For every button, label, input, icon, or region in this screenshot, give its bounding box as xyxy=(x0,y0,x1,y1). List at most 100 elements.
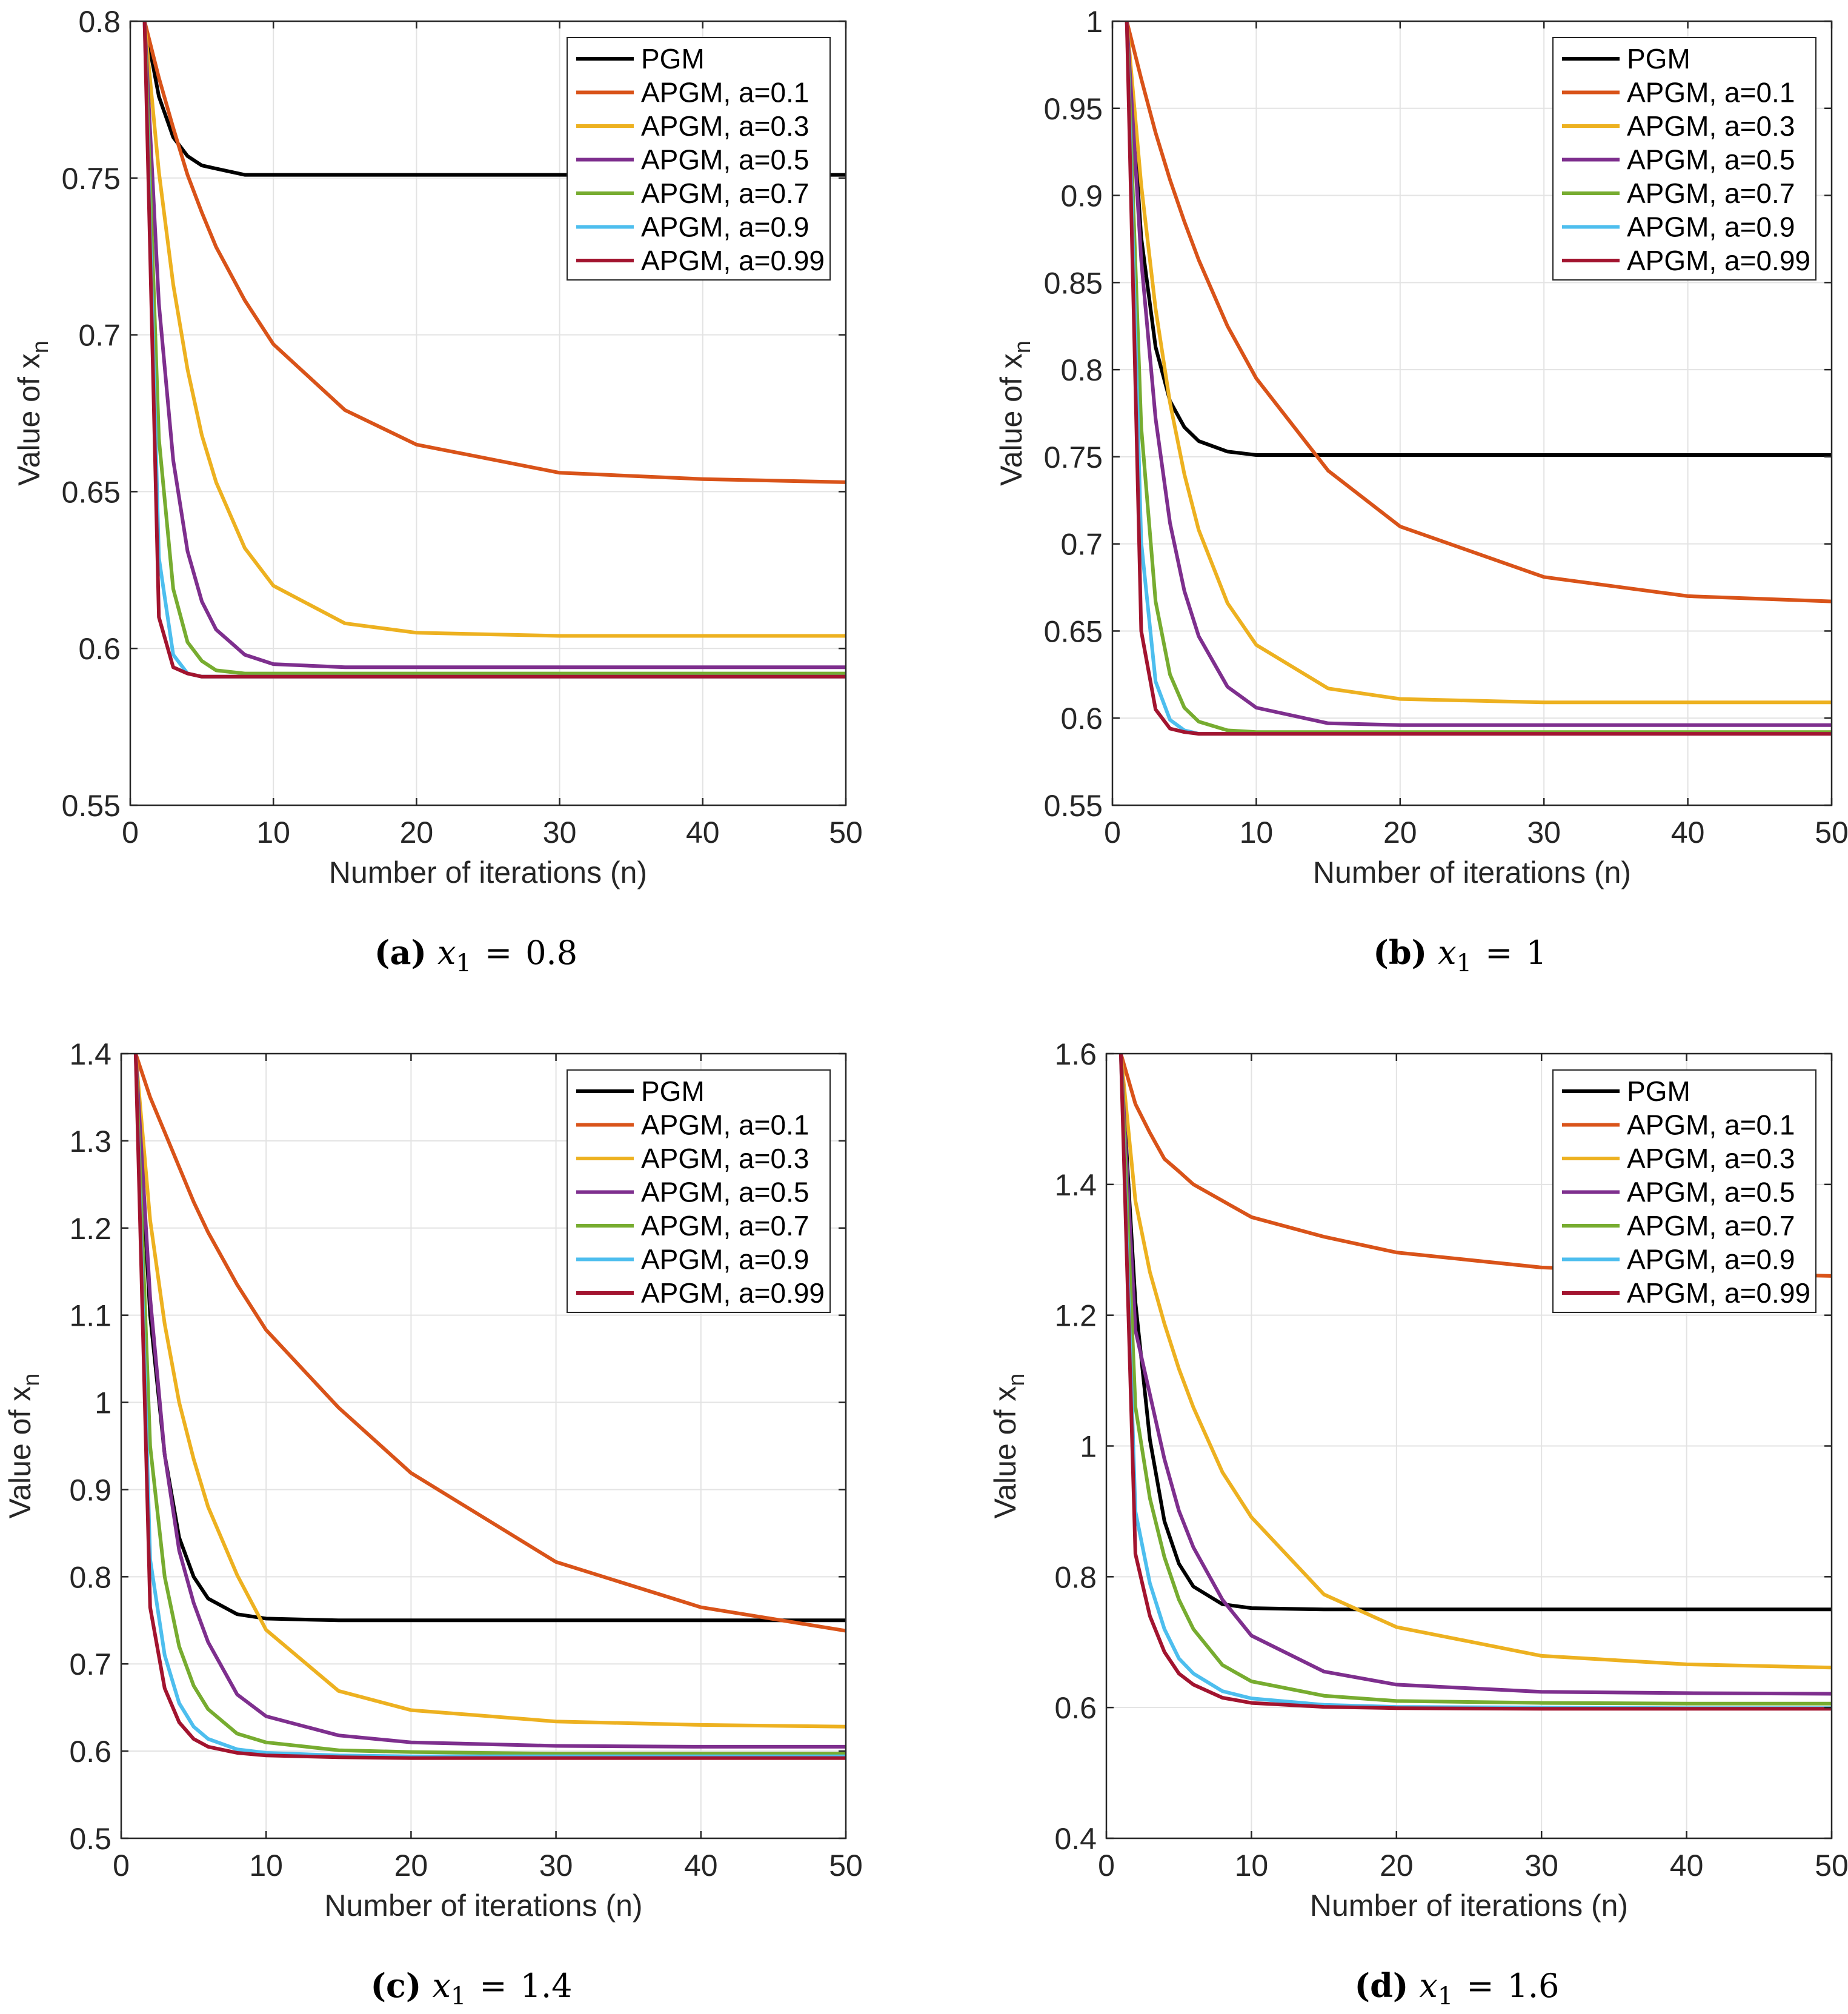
legend-entry-label: APGM, a=0.7 xyxy=(1627,1210,1795,1241)
series-line-apgm-a-0-1 xyxy=(142,21,846,484)
legend-entry-label: APGM, a=0.5 xyxy=(641,1177,809,1208)
series-line-apgm-a-0-7 xyxy=(1118,1053,1832,1706)
subfigure-caption: (d) x1 = 1.6 xyxy=(1355,1966,1560,2010)
y-tick-label: 0.9 xyxy=(1060,179,1103,213)
y-tick-label: 0.6 xyxy=(1054,1691,1097,1725)
series-group xyxy=(1125,21,1832,736)
legend-entry-label: APGM, a=0.1 xyxy=(641,1109,809,1141)
caption-equals: = xyxy=(1466,1967,1494,2005)
legend-entry-label: APGM, a=0.3 xyxy=(641,1143,809,1174)
y-axis-label-text: Value of x xyxy=(12,353,46,486)
series-line-apgm-a-0-3 xyxy=(1118,1053,1832,1670)
y-axis-label: Value of xn xyxy=(3,1374,44,1519)
caption-subscript: 1 xyxy=(1457,949,1472,977)
x-tick-label: 10 xyxy=(249,1849,283,1883)
caption-subscript: 1 xyxy=(1438,1982,1453,2010)
x-tick-label: 0 xyxy=(113,1849,130,1883)
legend-entry-label: APGM, a=0.3 xyxy=(1627,110,1795,142)
caption-variable: x xyxy=(437,934,456,972)
chart-panel-a: 0 10 20 30 40 50 0.55 0.6 0.65 0.7 0.75 0.8 Number o… xyxy=(12,5,863,977)
series-group xyxy=(1118,1053,1832,1711)
legend-entry-label: APGM, a=0.5 xyxy=(1627,144,1795,176)
y-tick-label: 0.8 xyxy=(1054,1560,1097,1594)
caption-subscript: 1 xyxy=(456,949,471,977)
series-line-apgm-a-0-5 xyxy=(1118,1053,1832,1696)
caption-variable: x xyxy=(432,1967,450,2005)
y-tick-label: 0.7 xyxy=(1060,528,1103,562)
x-tick-label: 40 xyxy=(686,816,720,849)
legend-entry-label: APGM, a=0.9 xyxy=(1627,211,1795,243)
x-axis-label: Number of iterations (n) xyxy=(324,1889,642,1923)
x-tick-label: 20 xyxy=(394,1849,428,1883)
y-tick-label: 1 xyxy=(1086,5,1103,39)
x-tick-label: 50 xyxy=(1815,816,1848,849)
y-axis-label-subscript: n xyxy=(28,341,53,353)
x-tick-label: 30 xyxy=(543,816,577,849)
legend-entry-label: APGM, a=0.9 xyxy=(641,1244,809,1275)
y-axis-label-subscript: n xyxy=(19,1374,44,1386)
legend-entry-label: APGM, a=0.1 xyxy=(1627,77,1795,108)
y-tick-label: 1.4 xyxy=(1054,1168,1097,1202)
series-line-apgm-a-0-5 xyxy=(142,21,846,670)
y-tick-label: 0.6 xyxy=(69,1735,111,1769)
y-tick-label: 0.75 xyxy=(1044,440,1103,474)
y-tick-label: 1.2 xyxy=(1054,1299,1097,1333)
legend-entry-label: APGM, a=0.1 xyxy=(641,77,809,108)
legend-entry-label: APGM, a=0.7 xyxy=(1627,178,1795,209)
x-tick-label: 10 xyxy=(256,816,290,849)
y-tick-label: 0.85 xyxy=(1044,266,1103,300)
caption-equals: = xyxy=(1485,934,1512,972)
series-group xyxy=(142,21,846,679)
y-axis-label-text: Value of x xyxy=(3,1386,37,1519)
y-tick-label: 0.8 xyxy=(78,5,121,39)
legend-entry-label: APGM, a=0.1 xyxy=(1627,1109,1795,1141)
y-axis-label-text: Value of x xyxy=(994,353,1028,486)
caption-equals: = xyxy=(485,934,512,972)
y-tick-label: 0.95 xyxy=(1044,92,1103,126)
y-tick-label: 1.1 xyxy=(69,1299,111,1333)
subfigure-caption: (a) x1 = 0.8 xyxy=(374,933,577,977)
y-tick-label: 0.9 xyxy=(69,1473,111,1507)
x-tick-label: 10 xyxy=(1240,816,1274,849)
caption-label: (c) xyxy=(370,1966,421,2005)
x-tick-label: 50 xyxy=(829,1849,863,1883)
series-line-apgm-a-0-5 xyxy=(133,1053,846,1749)
caption-value: 1.4 xyxy=(520,1967,573,2005)
legend-entry-label: APGM, a=0.9 xyxy=(641,211,809,243)
legend-entry-label: APGM, a=0.99 xyxy=(641,1277,825,1309)
y-tick-label: 0.8 xyxy=(69,1560,111,1594)
series-line-apgm-a-0-99 xyxy=(1125,21,1832,736)
series-line-apgm-a-0-1 xyxy=(134,1053,846,1633)
y-tick-label: 0.4 xyxy=(1054,1822,1097,1856)
x-tick-label: 30 xyxy=(1527,816,1561,849)
y-tick-label: 1.3 xyxy=(69,1125,111,1158)
legend-entry-label: APGM, a=0.5 xyxy=(1627,1177,1795,1208)
legend-entry-label: PGM xyxy=(1627,43,1690,75)
axes-box xyxy=(120,1052,847,1840)
series-line-apgm-a-0-5 xyxy=(1125,21,1832,727)
x-tick-label: 0 xyxy=(1098,1849,1115,1883)
y-tick-label: 0.7 xyxy=(78,319,121,353)
y-tick-label: 0.6 xyxy=(78,632,121,666)
caption-equals: = xyxy=(479,1967,507,2005)
y-tick-label: 1 xyxy=(1080,1430,1097,1464)
legend-entry-label: APGM, a=0.99 xyxy=(1627,1277,1810,1309)
x-axis-label: Number of iterations (n) xyxy=(1313,856,1631,889)
y-tick-label: 0.55 xyxy=(1044,789,1103,823)
x-tick-label: 50 xyxy=(1815,1849,1848,1883)
y-tick-label: 0.75 xyxy=(62,162,121,196)
y-axis-label: Value of xn xyxy=(988,1374,1029,1519)
y-tick-label: 0.5 xyxy=(69,1822,111,1856)
series-line-apgm-a-0-3 xyxy=(1125,21,1832,705)
x-tick-label: 20 xyxy=(400,816,434,849)
legend-entry-label: PGM xyxy=(641,43,705,75)
caption-variable: x xyxy=(1438,934,1456,972)
legend-entry-label: APGM, a=0.3 xyxy=(1627,1143,1795,1174)
y-tick-label: 1.4 xyxy=(69,1037,111,1071)
legend-entry-label: APGM, a=0.3 xyxy=(641,110,809,142)
axes-box xyxy=(129,20,847,806)
legend-entry-label: APGM, a=0.99 xyxy=(641,245,825,276)
chart-panel-b: 0 10 20 30 40 50 0.55 0.6 0.65 0.7 0.75 0.8 0.85 0.9 0… xyxy=(994,5,1848,977)
